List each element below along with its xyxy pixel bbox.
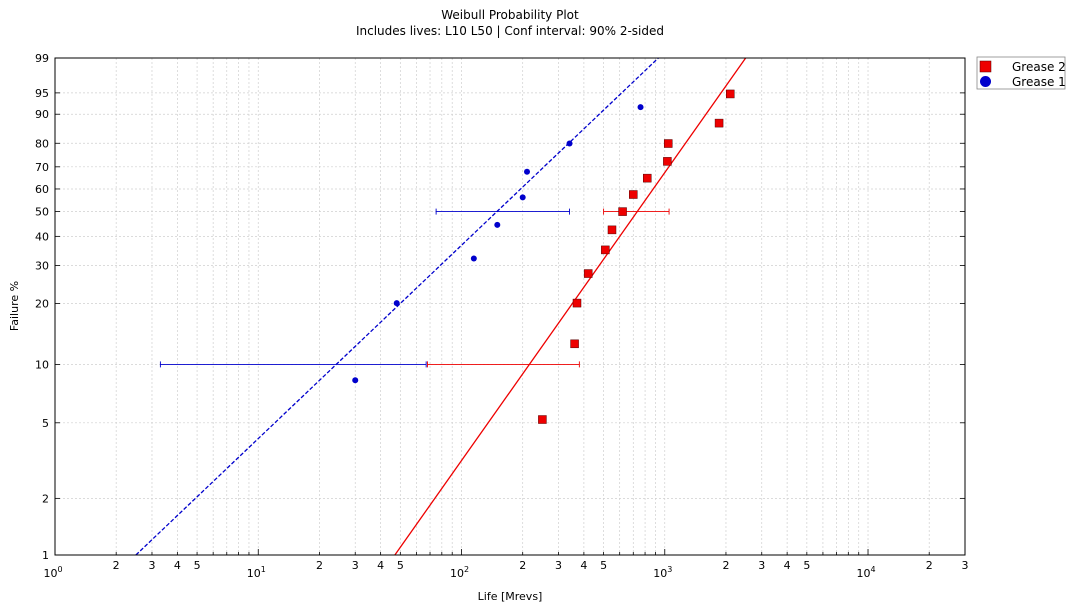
data-point-grease-2 <box>663 139 673 148</box>
x-minor-tick-label: 5 <box>803 559 810 572</box>
x-major-tick-label: 100 <box>43 565 62 580</box>
y-tick-label: 70 <box>35 161 49 174</box>
x-axis-label: Life [Mrevs] <box>478 590 543 603</box>
x-minor-tick-label: 5 <box>600 559 607 572</box>
data-point-grease-2 <box>642 173 652 183</box>
x-minor-tick-label: 4 <box>784 559 791 572</box>
data-point-grease-1 <box>524 168 531 175</box>
x-minor-tick-label: 2 <box>113 559 120 572</box>
legend-marker-grease-2 <box>979 60 992 73</box>
y-tick-label: 90 <box>35 108 49 121</box>
x-major-tick-label: 101 <box>247 565 266 580</box>
x-minor-tick-label: 3 <box>555 559 562 572</box>
y-tick-label: 80 <box>35 137 49 150</box>
x-minor-tick-label: 3 <box>962 559 969 572</box>
y-tick-label: 40 <box>35 230 49 243</box>
y-tick-label: 2 <box>42 492 49 505</box>
plot-frame <box>54 57 966 556</box>
data-point-grease-1 <box>566 140 573 147</box>
data-point-grease-2 <box>714 118 724 128</box>
ci-l50-grease-1 <box>435 208 570 215</box>
y-tick-label: 50 <box>35 206 49 219</box>
y-tick-label: 1 <box>42 549 49 562</box>
x-minor-tick-label: 2 <box>316 559 323 572</box>
data-point-grease-2 <box>607 225 617 235</box>
ci-l50-grease-2 <box>603 208 670 215</box>
data-point-grease-2 <box>583 269 593 278</box>
data-point-grease-2 <box>570 339 579 349</box>
data-point-grease-1 <box>352 377 359 384</box>
chart-subtitle: Includes lives: L10 L50 | Conf interval:… <box>356 24 664 38</box>
x-minor-tick-label: 4 <box>174 559 181 572</box>
x-minor-tick-label: 2 <box>926 559 933 572</box>
legend-marker-grease-1 <box>980 76 991 87</box>
fit-lines <box>135 57 747 556</box>
fit-line-grease-2 <box>394 57 747 556</box>
ci-l10-grease-2 <box>427 361 580 368</box>
x-minor-tick-label: 5 <box>194 559 201 572</box>
legend-label-grease-1: Grease 1 <box>1012 75 1066 89</box>
x-minor-tick-label: 5 <box>397 559 404 572</box>
y-axis-label: Failure % <box>8 281 21 331</box>
x-minor-tick-label: 2 <box>519 559 526 572</box>
x-minor-tick-label: 4 <box>377 559 384 572</box>
data-point-grease-2 <box>601 245 610 255</box>
x-major-tick-label: 102 <box>450 565 469 580</box>
data-point-grease-2 <box>663 157 672 166</box>
x-minor-tick-label: 3 <box>352 559 359 572</box>
data-point-grease-2 <box>726 89 735 99</box>
data-point-grease-2 <box>538 415 547 424</box>
data-point-grease-1 <box>519 194 526 201</box>
legend-label-grease-2: Grease 2 <box>1012 60 1066 74</box>
x-major-tick-label: 104 <box>856 565 875 580</box>
x-minor-tick-label: 3 <box>758 559 765 572</box>
y-tick-label: 95 <box>35 87 49 100</box>
grid-lines <box>55 58 966 555</box>
y-tick-label: 20 <box>35 298 49 311</box>
x-minor-tick-label: 3 <box>148 559 155 572</box>
chart-title: Weibull Probability Plot <box>441 8 579 22</box>
y-tick-label: 60 <box>35 183 49 196</box>
data-point-grease-2 <box>572 298 582 308</box>
y-tick-labels: 1 2 5 10 20 30 40 50 60 70 80 90 95 99 <box>35 52 49 562</box>
data-point-grease-1 <box>393 300 400 307</box>
data-point-grease-1 <box>637 104 644 111</box>
confidence-intervals <box>159 208 670 368</box>
y-tick-label: 5 <box>42 417 49 430</box>
data-point-grease-2 <box>629 190 638 199</box>
x-minor-tick-label: 2 <box>722 559 729 572</box>
data-point-grease-2 <box>618 207 627 216</box>
x-major-tick-label: 103 <box>653 565 672 580</box>
y-tick-label: 30 <box>35 259 49 272</box>
y-tick-label: 99 <box>35 52 49 65</box>
ci-l10-grease-1 <box>159 361 427 368</box>
legend-box <box>976 56 1066 90</box>
data-points <box>352 89 735 424</box>
x-minor-tick-label: 4 <box>580 559 587 572</box>
data-point-grease-1 <box>470 255 477 262</box>
y-tick-label: 10 <box>35 358 49 371</box>
tick-marks <box>55 57 966 556</box>
data-point-grease-1 <box>494 221 501 228</box>
fit-line-grease-1 <box>135 57 659 556</box>
